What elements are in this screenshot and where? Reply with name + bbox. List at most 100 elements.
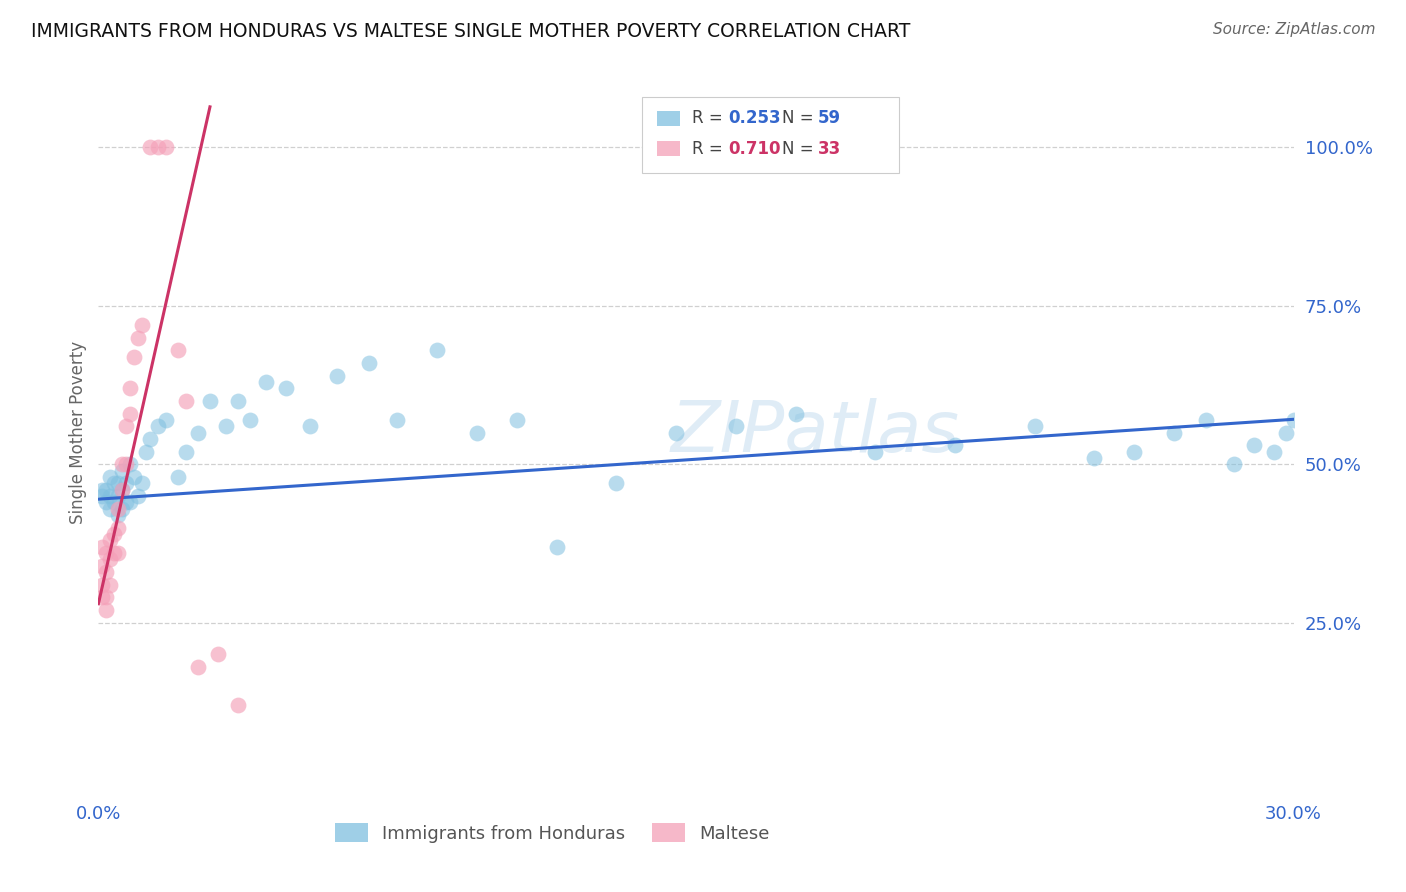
Point — [665, 425, 688, 440]
Point — [115, 458, 138, 472]
Point — [115, 495, 138, 509]
Point — [103, 495, 125, 509]
Point — [226, 393, 249, 408]
Text: 59: 59 — [818, 110, 841, 128]
Point — [103, 527, 125, 541]
Point — [131, 318, 153, 332]
Text: 0.253: 0.253 — [728, 110, 780, 128]
Point — [1223, 458, 1246, 472]
Point — [91, 540, 114, 554]
Text: 33: 33 — [818, 140, 841, 158]
Point — [198, 393, 221, 408]
Text: R =: R = — [692, 110, 728, 128]
Point — [1024, 419, 1046, 434]
Point — [215, 419, 238, 434]
Point — [865, 444, 887, 458]
Point — [426, 343, 449, 358]
Point — [254, 375, 277, 389]
Point — [107, 489, 129, 503]
Point — [107, 546, 129, 560]
Point — [359, 356, 381, 370]
Text: N =: N = — [782, 140, 818, 158]
Point — [91, 578, 114, 592]
Point — [131, 476, 153, 491]
Point — [226, 698, 249, 713]
Point — [107, 521, 129, 535]
Point — [298, 419, 321, 434]
Point — [167, 343, 190, 358]
Point — [605, 476, 627, 491]
Point — [239, 413, 262, 427]
Point — [207, 648, 229, 662]
Point — [785, 407, 807, 421]
Point — [120, 458, 142, 472]
Point — [91, 558, 114, 573]
Text: Source: ZipAtlas.com: Source: ZipAtlas.com — [1212, 22, 1375, 37]
Text: IMMIGRANTS FROM HONDURAS VS MALTESE SINGLE MOTHER POVERTY CORRELATION CHART: IMMIGRANTS FROM HONDURAS VS MALTESE SING… — [31, 22, 910, 41]
Point — [111, 458, 134, 472]
Point — [107, 501, 129, 516]
Point — [96, 546, 118, 560]
Point — [1195, 413, 1218, 427]
Point — [96, 565, 118, 579]
Point — [546, 540, 568, 554]
Point — [385, 413, 409, 427]
Point — [98, 501, 122, 516]
Point — [111, 464, 134, 478]
FancyBboxPatch shape — [657, 142, 681, 156]
Text: R =: R = — [692, 140, 728, 158]
Point — [103, 476, 125, 491]
FancyBboxPatch shape — [657, 112, 681, 126]
Point — [465, 425, 488, 440]
Point — [139, 432, 162, 446]
Point — [155, 140, 177, 154]
Point — [724, 419, 747, 434]
Point — [1274, 425, 1296, 440]
Point — [127, 330, 149, 344]
Point — [120, 407, 142, 421]
Point — [943, 438, 966, 452]
Point — [107, 508, 129, 522]
Point — [174, 393, 197, 408]
Point — [155, 413, 177, 427]
Point — [1083, 450, 1105, 465]
Point — [96, 603, 118, 617]
Y-axis label: Single Mother Poverty: Single Mother Poverty — [69, 341, 87, 524]
Point — [115, 476, 138, 491]
Point — [111, 501, 134, 516]
Point — [139, 140, 162, 154]
Point — [98, 533, 122, 548]
Point — [107, 476, 129, 491]
Legend: Immigrants from Honduras, Maltese: Immigrants from Honduras, Maltese — [328, 816, 778, 850]
Point — [111, 483, 134, 497]
Point — [148, 140, 170, 154]
Point — [98, 552, 122, 566]
Point — [111, 483, 134, 497]
Point — [274, 381, 297, 395]
Point — [187, 425, 209, 440]
Text: 0.710: 0.710 — [728, 140, 780, 158]
Point — [98, 470, 122, 484]
Point — [120, 495, 142, 509]
Text: ZIPatlas: ZIPatlas — [671, 398, 960, 467]
Point — [1163, 425, 1185, 440]
Point — [1123, 444, 1146, 458]
Point — [96, 495, 118, 509]
Point — [98, 578, 122, 592]
Point — [124, 470, 146, 484]
Point — [148, 419, 170, 434]
Point — [91, 489, 114, 503]
Point — [1243, 438, 1265, 452]
Point — [91, 591, 114, 605]
Point — [1282, 413, 1305, 427]
Point — [127, 489, 149, 503]
Point — [103, 546, 125, 560]
Point — [135, 444, 157, 458]
Point — [96, 483, 118, 497]
Point — [120, 381, 142, 395]
Point — [96, 591, 118, 605]
Point — [124, 350, 146, 364]
Text: N =: N = — [782, 110, 818, 128]
FancyBboxPatch shape — [643, 96, 900, 172]
Point — [167, 470, 190, 484]
